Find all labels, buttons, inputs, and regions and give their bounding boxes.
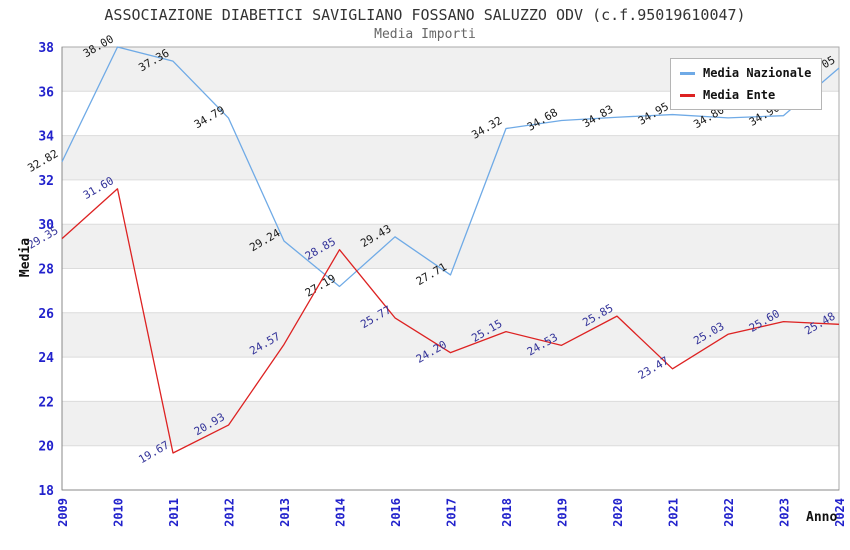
x-tick-label: 2020 [611,498,625,527]
series-line-media-ente [61,188,840,454]
grid-band [62,312,839,358]
legend-label: Media Ente [703,88,776,102]
x-tick-label: 2010 [112,498,126,527]
x-tick-label: 2019 [556,498,570,527]
legend-item-media-ente: Media Ente [680,88,811,102]
data-point-label: 34.95 [636,100,671,128]
x-tick-label: 2013 [278,498,292,527]
x-tick-label: 2023 [778,498,792,527]
data-point-label: 32.82 [25,147,60,175]
x-axis-title: Anno [806,510,838,525]
x-tick-label: 2014 [334,498,348,527]
y-tick-label: 30 [38,218,54,233]
y-tick-label: 18 [38,484,54,499]
x-tick-label: 2022 [722,498,736,527]
data-point-label: 27.19 [303,272,338,300]
x-tick-label: 2012 [223,498,237,527]
legend-swatch-red-line-icon [680,93,695,97]
x-tick-label: 2021 [667,498,681,527]
series-line-media-nazionale [61,46,840,288]
y-tick-label: 20 [38,440,54,455]
y-tick-label: 26 [38,307,54,322]
y-tick-label: 22 [38,395,54,410]
y-axis-title: Media [18,237,34,278]
legend-swatch-blue-line-icon [680,71,695,75]
grid-band [62,401,839,446]
data-point-label: 23.47 [636,354,671,382]
data-point-label: 34.68 [525,106,560,134]
x-tick-label: 2018 [500,498,514,527]
x-tick-label: 2009 [56,498,70,527]
legend: Media Nazionale Media Ente [670,58,823,110]
x-tick-label: 2011 [167,498,181,527]
chart-title: ASSOCIAZIONE DIABETICI SAVIGLIANO FOSSAN… [104,6,746,24]
y-tick-label: 32 [38,174,54,189]
y-tick-label: 24 [38,351,54,366]
x-tick-label: 2024 [833,498,847,527]
y-tick-label: 36 [38,85,54,100]
legend-label: Media Nazionale [703,66,812,80]
grid-band [62,224,839,269]
x-tick-label: 2017 [445,498,459,527]
data-point-label: 34.79 [192,103,227,131]
y-tick-label: 28 [38,263,54,278]
y-tick-label: 34 [38,130,54,145]
y-tick-label: 38 [38,41,54,56]
grid-band [62,135,839,180]
chart-subtitle: Media Importi [374,27,476,42]
legend-item-media-nazionale: Media Nazionale [680,66,811,80]
x-tick-label: 2016 [389,498,403,527]
data-point-label: 34.83 [580,103,615,131]
